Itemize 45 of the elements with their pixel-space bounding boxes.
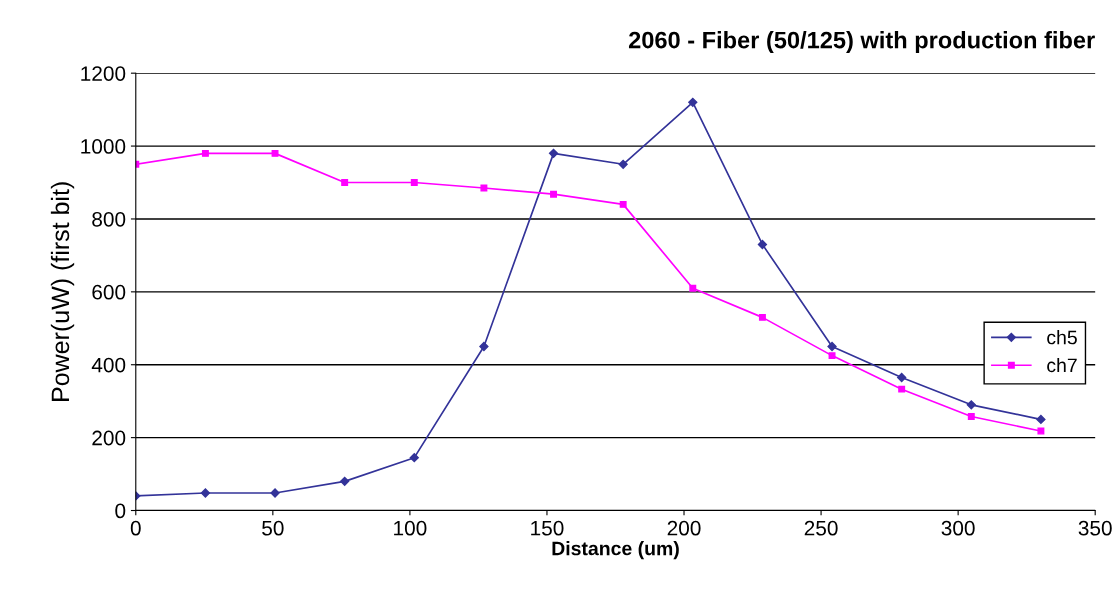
point [271,149,279,157]
point [410,179,418,186]
point [828,352,836,360]
x-tick-label: 250 [804,520,838,536]
chart-title: 2060 - Fiber (50/125) with production fiber [628,31,1095,54]
x-axis-title: Distance (um) [552,541,679,560]
point [827,341,837,352]
point [618,159,628,169]
point [548,148,559,158]
point [758,313,766,321]
x-tick-label: 150 [531,520,564,536]
y-tick-label: 1000 [81,139,126,154]
point [619,200,627,208]
point [341,179,349,186]
point [897,372,907,383]
point [480,184,488,192]
point [689,284,697,292]
point [898,385,906,393]
y-axis-title: Power(uW) (first bit) [50,182,75,401]
point [550,190,558,198]
point [688,97,698,107]
y-tick-label: 600 [92,284,126,300]
legend-label: ch5 [1047,330,1077,345]
point [201,149,209,157]
point [967,413,975,420]
point [757,239,768,250]
point [409,453,419,463]
y-tick-label: 1200 [81,66,126,81]
y-tick-label: 400 [91,357,126,373]
x-tick-label: 50 [262,520,284,536]
point [479,341,489,352]
x-tick-label: 200 [667,520,701,536]
x-tick-label: 0 [130,520,141,536]
x-tick-label: 350 [1078,520,1112,536]
y-tick-label: 0 [115,503,126,519]
point [340,476,350,486]
y-tick-label: 800 [92,211,126,227]
y-tick-label: 200 [92,430,126,446]
legend-label: ch7 [1047,357,1077,373]
point [966,400,976,410]
x-tick-label: 100 [394,520,427,536]
point [200,488,211,498]
point [1036,414,1046,425]
x-tick-label: 300 [941,520,975,536]
point [1037,427,1045,435]
